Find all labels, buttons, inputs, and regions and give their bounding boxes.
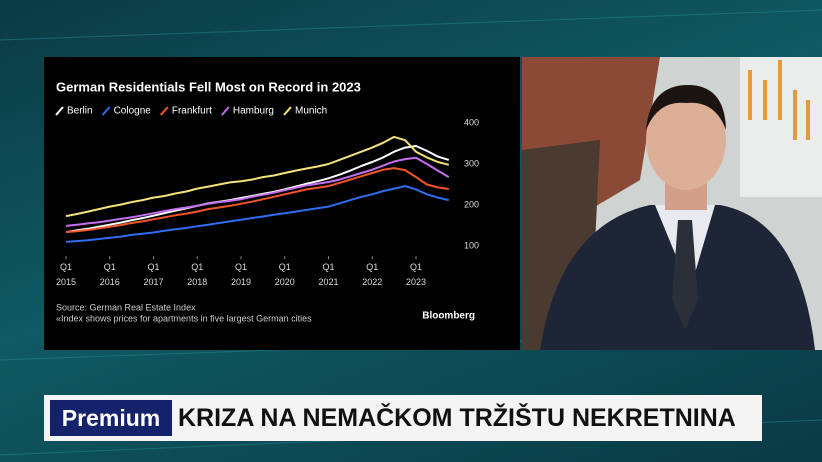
y-tick-label: 300: [464, 158, 479, 168]
headline: KRIZA NA NEMAČKOM TRŽIŠTU NEKRETNINA: [178, 404, 736, 432]
chart-title: German Residentials Fell Most on Record …: [56, 79, 361, 94]
x-tick-label: Q1 2017: [143, 262, 164, 288]
banner: Premium KRIZA NA NEMAČKOM TRŽIŠTU NEKRET…: [44, 395, 762, 441]
legend-swatch: [160, 106, 169, 116]
series-line: [65, 185, 450, 243]
legend-swatch: [55, 106, 64, 116]
source: Source: German Real Estate Index: [56, 302, 196, 312]
x-tick-label: Q1 2019: [230, 262, 251, 288]
note: «Index shows prices for apartments in fi…: [56, 313, 312, 323]
legend-label: Frankfurt: [172, 106, 212, 117]
legend-swatch: [283, 106, 292, 116]
chart: German Residentials Fell Most on Record …: [44, 57, 520, 350]
y-tick-label: 400: [464, 117, 479, 127]
series-line: [65, 167, 449, 234]
x-tick-label: Q1 2021: [318, 262, 339, 288]
legend-swatch: [221, 106, 230, 116]
legend-label: Berlin: [67, 106, 93, 117]
banner-tag: Premium: [50, 400, 172, 436]
y-tick-label: 100: [464, 240, 479, 250]
series-line: [65, 135, 450, 218]
legend-swatch: [101, 106, 111, 116]
x-tick-label: Q1 2022: [362, 262, 383, 288]
y-tick-label: 200: [464, 199, 479, 209]
brand: Bloomberg: [422, 311, 475, 322]
x-tick-label: Q1 2016: [99, 262, 120, 288]
series-line: [65, 156, 450, 227]
x-tick-label: Q1 2018: [187, 262, 208, 288]
x-tick-label: Q1 2023: [405, 262, 426, 288]
legend-label: Munich: [295, 106, 327, 117]
x-tick-label: Q1 2020: [274, 262, 295, 288]
legend-label: Hamburg: [233, 106, 274, 117]
legend-label: Cologne: [114, 106, 152, 117]
x-tick-label: Q1 2015: [55, 262, 76, 288]
